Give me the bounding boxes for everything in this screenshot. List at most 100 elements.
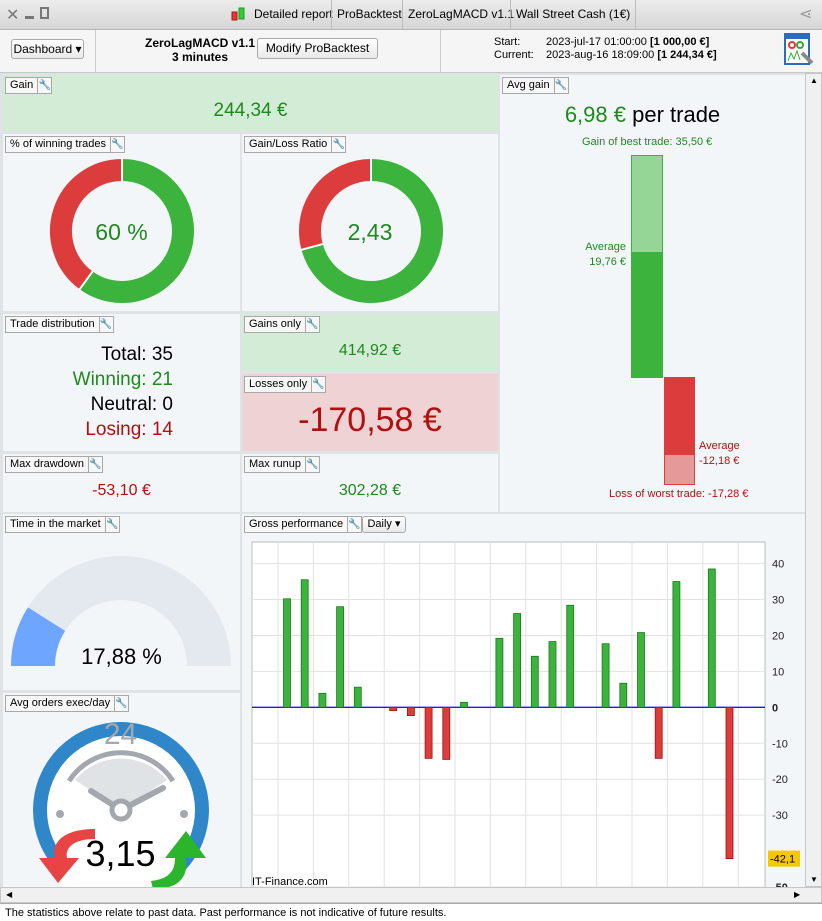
winning-value: 60 % xyxy=(95,219,148,245)
avg-orders-panel: Avg orders exec/day 🔧 24 3,15 xyxy=(3,693,240,887)
title-bar: ✕ Detailed report ProBacktest ZeroLagMAC… xyxy=(0,0,822,30)
clock-icon xyxy=(33,722,209,887)
losses-only-value: -170,58 € xyxy=(298,401,442,439)
max-runup-panel: Max runup 🔧 302,28 € xyxy=(242,454,498,512)
avg-orders-value: 3,15 xyxy=(85,833,156,874)
losing-trades: Losing: 14 xyxy=(85,419,173,440)
avg-gain-value: 6,98 € xyxy=(564,102,626,127)
max-runup-value: 302,28 € xyxy=(338,482,402,499)
wrench-icon[interactable]: 🔧 xyxy=(304,457,319,472)
bar xyxy=(707,568,716,708)
bar xyxy=(283,598,291,708)
gains-only-panel: Gains only 🔧 414,92 € xyxy=(242,314,498,371)
avg-win-bar xyxy=(631,253,663,378)
bar xyxy=(353,686,362,708)
wrench-icon[interactable]: 🔧 xyxy=(114,696,128,711)
horizontal-scrollbar[interactable]: ◀ ▶ xyxy=(0,887,822,903)
gross-performance-chart: 40 30 20 10 0 -10 -20 -30 -50 -42,1 xyxy=(251,541,800,887)
bar xyxy=(460,701,468,708)
wrench-icon[interactable]: 🔧 xyxy=(87,457,102,472)
share-icon[interactable]: ⋖ xyxy=(799,6,813,23)
last-value-badge xyxy=(768,850,800,867)
best-trade-bar xyxy=(631,155,663,253)
gain-loss-ratio-panel: Gain/Loss Ratio 🔧 2,43 xyxy=(242,134,498,311)
minimize-icon[interactable] xyxy=(25,16,34,19)
ratio-value: 2,43 xyxy=(347,219,393,245)
disclaimer: The statistics above relate to past data… xyxy=(0,903,822,921)
donut-loss-segment xyxy=(50,159,123,290)
tab-probacktest[interactable]: ProBacktest xyxy=(331,0,407,30)
bar xyxy=(654,706,663,759)
worst-trade: Loss of worst trade: -17,28 € xyxy=(609,488,749,500)
gain-value: 244,34 € xyxy=(213,100,288,121)
wrench-icon[interactable]: 🔧 xyxy=(98,317,113,332)
wrench-icon[interactable]: 🔧 xyxy=(331,137,345,152)
time-in-market-value: 17,88 % xyxy=(81,644,162,669)
winning-trades-panel: % of winning trades 🔧 60 % xyxy=(3,134,240,311)
best-trade: Gain of best trade: 35,50 € xyxy=(582,136,713,148)
avg-win-value: 19,76 € xyxy=(589,256,626,268)
bar xyxy=(619,682,628,708)
wrench-icon[interactable]: 🔧 xyxy=(304,317,319,332)
bar xyxy=(406,706,415,716)
wrench-icon[interactable]: 🔧 xyxy=(110,137,124,152)
wrench-icon[interactable]: 🔧 xyxy=(553,78,568,93)
period-dropdown[interactable]: Daily ▾ xyxy=(362,516,406,533)
period-info: Start: 2023-jul-17 01:00:00 [1 000,00 €] … xyxy=(494,36,717,61)
bar xyxy=(336,606,344,708)
max-drawdown-panel: Max drawdown 🔧 -53,10 € xyxy=(3,454,240,512)
wrench-icon[interactable]: 🔧 xyxy=(311,377,325,392)
tab-instrument[interactable]: Wall Street Cash (1€) xyxy=(510,0,637,30)
bar xyxy=(442,706,451,760)
dashboard-dropdown[interactable]: Dashboard ▾ xyxy=(11,39,84,59)
worst-trade-bar xyxy=(664,454,695,485)
total-trades: Total: 35 xyxy=(101,344,173,365)
watermark: IT-Finance.com xyxy=(252,876,328,887)
bar xyxy=(389,706,398,711)
maximize-icon[interactable] xyxy=(40,7,49,19)
bar xyxy=(495,637,504,708)
wrench-icon[interactable]: 🔧 xyxy=(37,78,51,93)
winning-donut xyxy=(50,158,194,303)
bar xyxy=(300,579,309,708)
y-tick-label: 0 xyxy=(772,702,778,714)
bar xyxy=(637,632,645,708)
gross-performance-panel: Gross performance 🔧 Daily ▾ 40 30 20 10 0 -10-… xyxy=(242,514,805,887)
avg-gain-panel: Avg gain 🔧 6,98 € per trade Gain of best … xyxy=(500,75,805,512)
max-drawdown-value: -53,10 € xyxy=(92,482,151,499)
tab-strategy[interactable]: ZeroLagMACD v1.1 xyxy=(402,0,519,30)
gain-panel: Gain 🔧 244,34 € xyxy=(3,75,498,131)
y-tick-label: -50 xyxy=(772,882,788,887)
bar xyxy=(424,706,433,759)
close-icon[interactable]: ✕ xyxy=(6,7,20,24)
candlestick-icon xyxy=(231,7,245,21)
y-tick-label: 30 xyxy=(772,595,784,607)
bar xyxy=(548,641,557,708)
time-in-market-panel: Time in the market 🔧 17,88 % xyxy=(3,514,240,690)
bar xyxy=(601,643,610,708)
wrench-icon[interactable]: 🔧 xyxy=(104,517,119,532)
tab-detailed-report[interactable]: Detailed report xyxy=(254,7,333,21)
neutral-trades: Neutral: 0 xyxy=(90,394,173,415)
bar xyxy=(672,581,681,708)
wrench-icon[interactable]: 🔧 xyxy=(347,517,361,532)
winning-trades: Winning: 21 xyxy=(72,369,173,390)
donut-loss-segment xyxy=(299,159,372,250)
bar xyxy=(725,706,734,860)
modify-probacktest-button[interactable]: Modify ProBacktest xyxy=(257,38,378,59)
bar xyxy=(566,604,575,708)
avg-loss-value: -12,18 € xyxy=(699,455,740,467)
y-tick-label: 40 xyxy=(772,559,784,571)
bar xyxy=(318,692,327,708)
vertical-scrollbar[interactable]: ▲ ▼ xyxy=(805,73,822,887)
bar xyxy=(513,613,522,708)
report-settings-icon[interactable] xyxy=(784,33,814,67)
gauge-fill xyxy=(11,607,66,667)
ratio-donut xyxy=(299,158,443,303)
header: Dashboard ▾ ZeroLagMACD v1.1 3 minutes Mo… xyxy=(0,30,822,73)
gains-only-value: 414,92 € xyxy=(338,342,402,359)
donut-win-segment xyxy=(301,159,443,303)
y-tick-label: 20 xyxy=(772,630,784,642)
y-tick-label: 10 xyxy=(772,666,784,678)
losses-only-panel: Losses only 🔧 -170,58 € xyxy=(242,374,498,451)
